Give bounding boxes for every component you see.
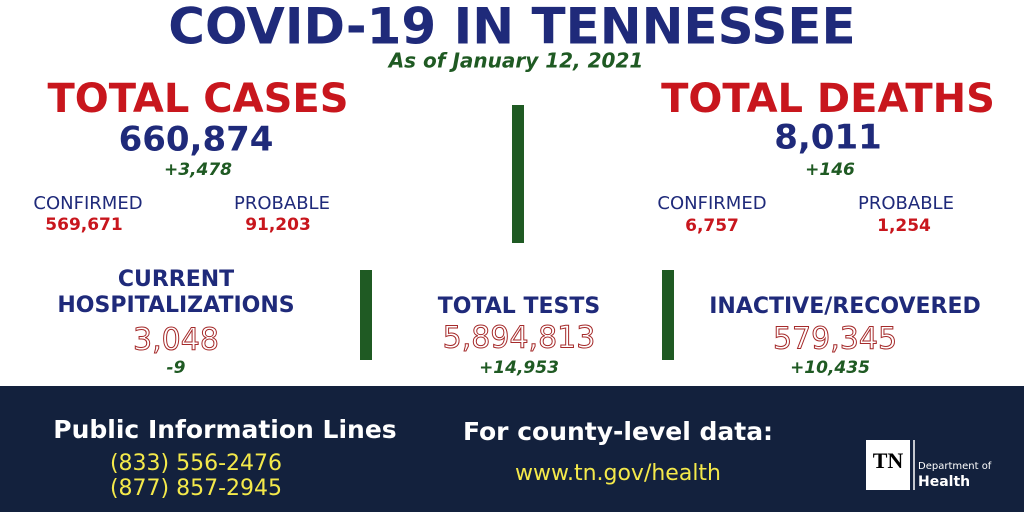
footer-band bbox=[0, 386, 1024, 512]
divider bbox=[662, 270, 674, 360]
deaths-value: 8,011 bbox=[774, 118, 882, 158]
hosp-label: HOSPITALIZATIONS bbox=[57, 293, 294, 318]
probable-label: PROBABLE bbox=[234, 193, 330, 214]
recovered-change: +10,435 bbox=[790, 358, 870, 378]
logo-text: Health bbox=[918, 474, 970, 490]
logo-box bbox=[866, 440, 910, 490]
hosp-change: -9 bbox=[167, 358, 186, 378]
divider bbox=[360, 270, 372, 360]
deaths-label: TOTAL DEATHS bbox=[661, 76, 995, 122]
probable-value: 91,203 bbox=[245, 215, 311, 235]
divider bbox=[512, 105, 524, 243]
cases-label: TOTAL CASES bbox=[47, 76, 348, 122]
phone: (877) 857-2945 bbox=[110, 476, 282, 501]
confirmed-label: CONFIRMED bbox=[657, 193, 766, 214]
confirmed-value: 569,671 bbox=[45, 215, 122, 235]
recovered-label: INACTIVE/RECOVERED bbox=[709, 294, 981, 319]
confirmed-label: CONFIRMED bbox=[33, 193, 142, 214]
logo-text: Department of bbox=[918, 461, 992, 472]
confirmed-value: 6,757 bbox=[685, 216, 739, 236]
title: COVID-19 IN TENNESSEE bbox=[168, 0, 855, 56]
cases-value: 660,874 bbox=[119, 120, 274, 160]
cases-change: +3,478 bbox=[164, 160, 232, 180]
recovered-value: 579,345 bbox=[773, 322, 897, 357]
county-title: For county-level data: bbox=[463, 417, 773, 446]
tests-change: +14,953 bbox=[479, 358, 559, 378]
county-url: www.tn.gov/health bbox=[515, 461, 721, 486]
deaths-change: +146 bbox=[805, 160, 855, 180]
probable-label: PROBABLE bbox=[858, 193, 954, 214]
hosp-value: 3,048 bbox=[133, 323, 219, 358]
phone: (833) 556-2476 bbox=[110, 451, 282, 476]
tests-label: TOTAL TESTS bbox=[438, 294, 600, 319]
subtitle: As of January 12, 2021 bbox=[387, 49, 644, 73]
tests-value: 5,894,813 bbox=[443, 321, 596, 356]
logo-abbr: TN bbox=[873, 448, 904, 473]
probable-value: 1,254 bbox=[877, 216, 931, 236]
info-title: Public Information Lines bbox=[53, 415, 396, 444]
hosp-label: CURRENT bbox=[118, 267, 234, 292]
